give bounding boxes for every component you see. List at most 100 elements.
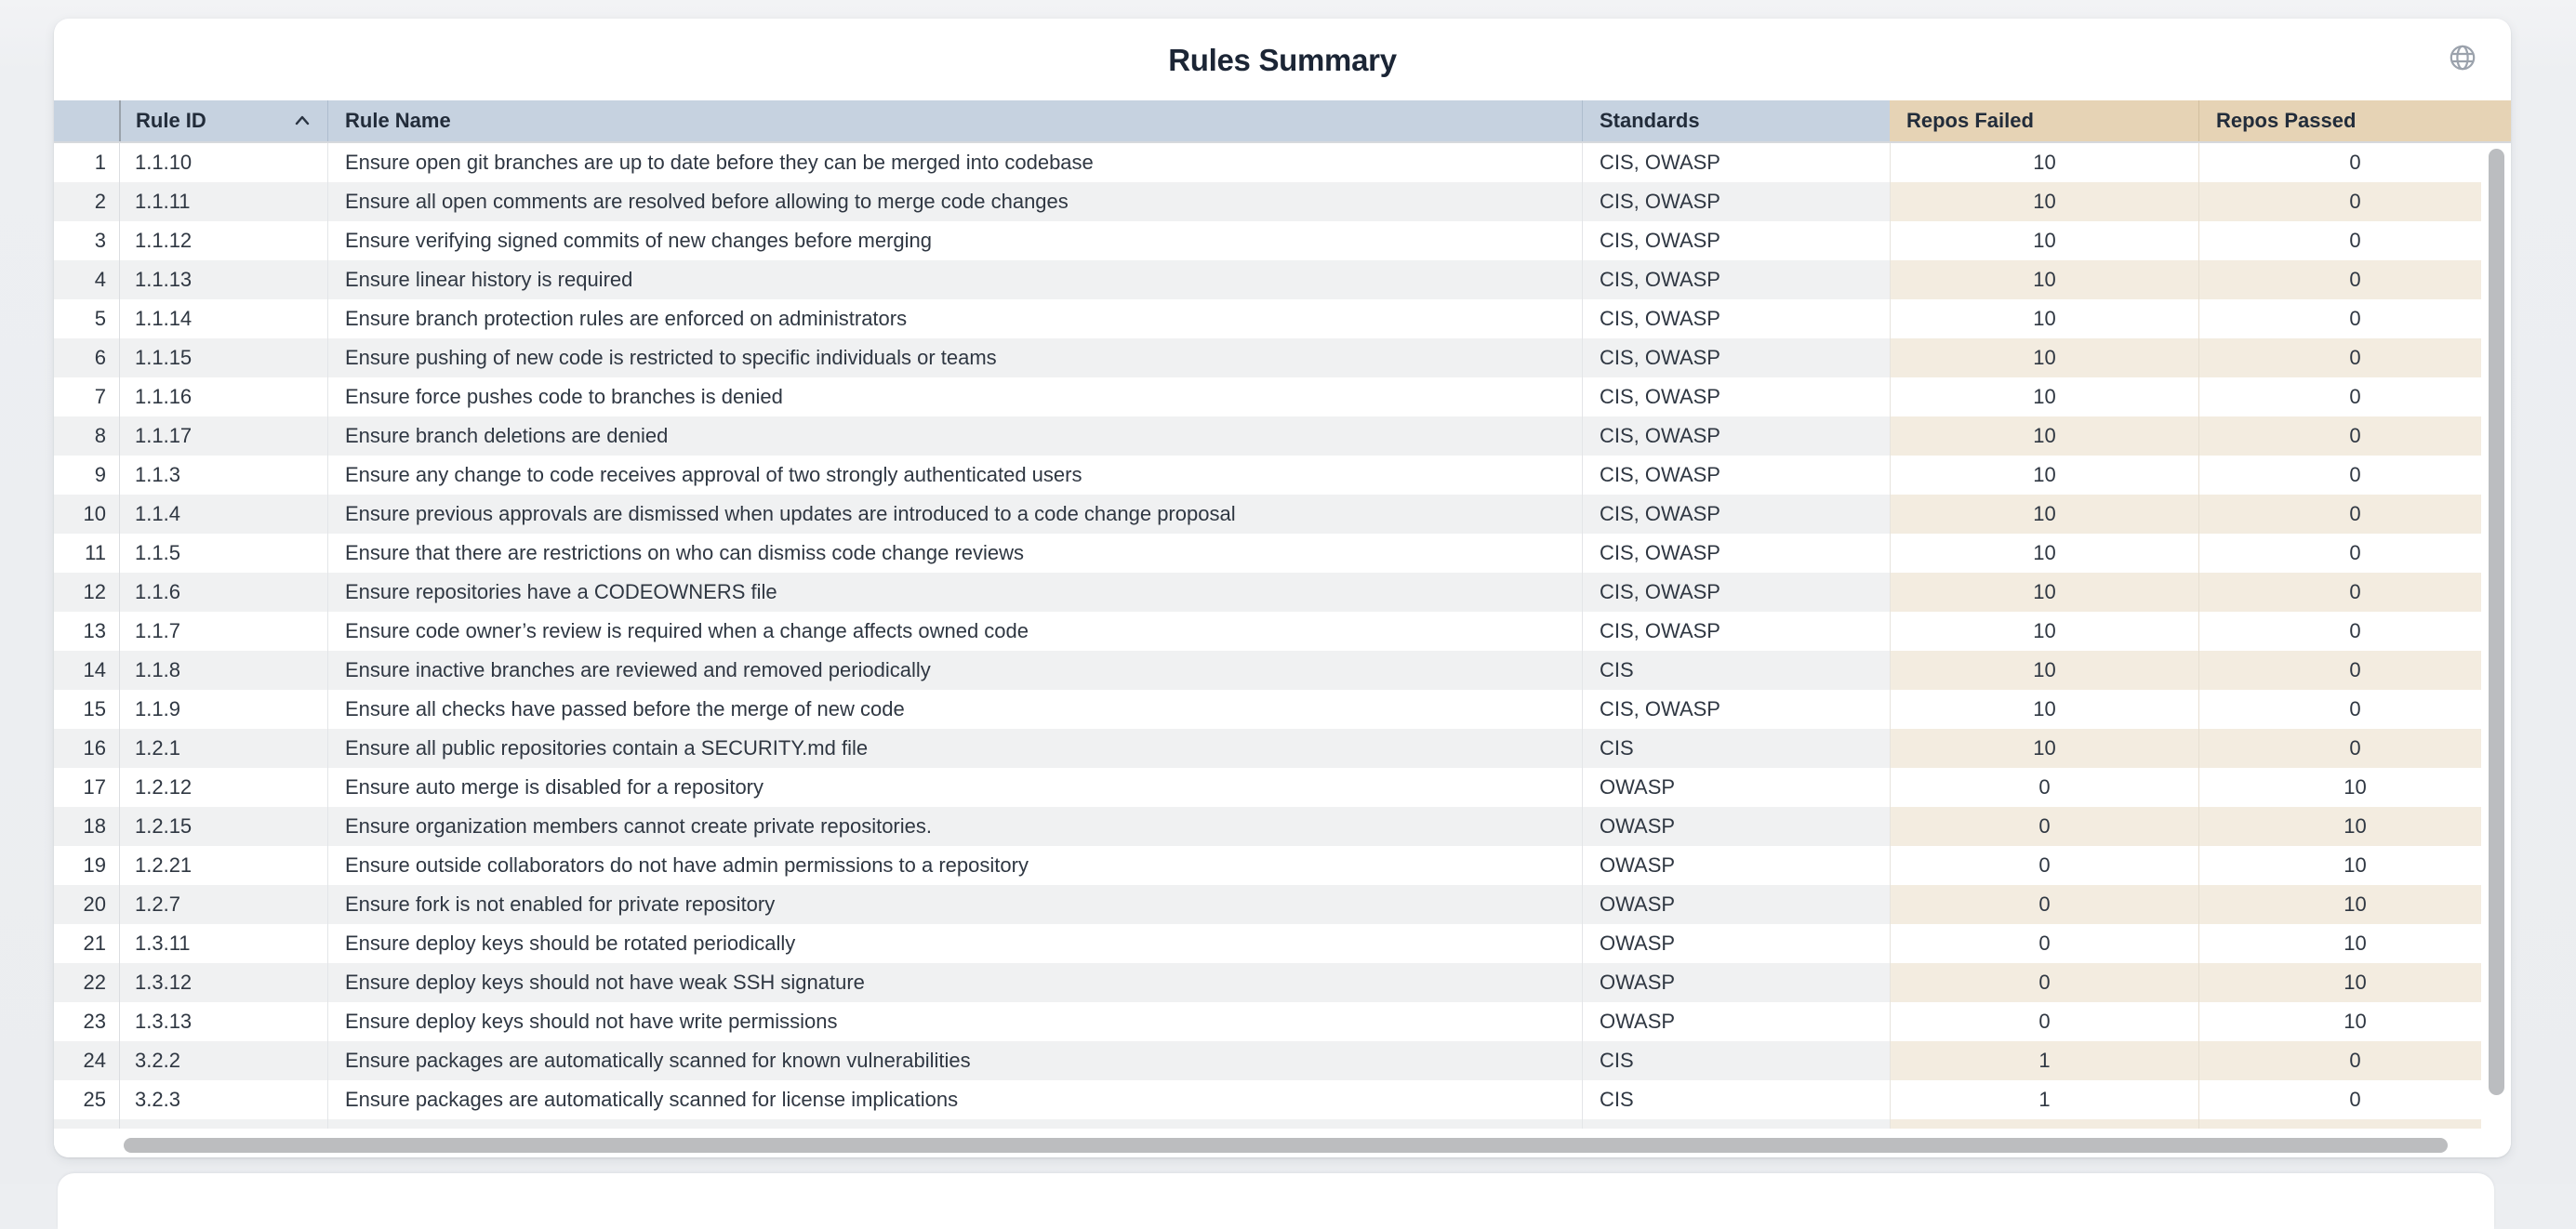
cell-rule-id: 1.1.9 [119,690,327,729]
table-row[interactable]: 12 1.1.6 Ensure repositories have a CODEOW… [54,573,2511,612]
table-row[interactable]: 10 1.1.4 Ensure previous approvals are dis… [54,495,2511,534]
column-header-rule-name[interactable]: Rule Name [327,100,1582,141]
column-header-repos-failed[interactable]: Repos Failed [1890,100,2198,141]
cell-rule-name: Ensure all open comments are resolved be… [327,182,1582,221]
cell-repos-passed: 0 [2198,729,2511,768]
table-row[interactable]: 18 1.2.15 Ensure organization members cann… [54,807,2511,846]
cell-repos-failed: 0 [1890,768,2198,807]
table-row[interactable]: 25 3.2.3 Ensure packages are automatically… [54,1080,2511,1119]
cell-standards: CIS, OWASP [1582,456,1890,495]
table-row[interactable]: 13 1.1.7 Ensure code owner’s review is req… [54,612,2511,651]
cell-repos-failed: 10 [1890,651,2198,690]
table-row[interactable]: 14 1.1.8 Ensure inactive branches are revi… [54,651,2511,690]
table-row[interactable]: 17 1.2.12 Ensure auto merge is disabled fo… [54,768,2511,807]
cell-index: 10 [54,495,119,534]
table-row[interactable]: 21 1.3.11 Ensure deploy keys should be rot… [54,924,2511,963]
page-title: Rules Summary [1168,43,1397,77]
table-row[interactable]: 11 1.1.5 Ensure that there are restriction… [54,534,2511,573]
cell-standards: OWASP [1582,846,1890,885]
cell-empty [54,1119,119,1130]
cell-rule-name: Ensure linear history is required [327,260,1582,299]
cell-standards: CIS, OWASP [1582,221,1890,260]
cell-rule-name: Ensure branch deletions are denied [327,416,1582,456]
cell-repos-failed: 0 [1890,807,2198,846]
cell-repos-failed: 0 [1890,963,2198,1002]
cell-empty [119,1119,327,1130]
cell-rule-name: Ensure all public repositories contain a… [327,729,1582,768]
cell-empty [1890,1119,2198,1130]
table-row[interactable]: 15 1.1.9 Ensure all checks have passed bef… [54,690,2511,729]
cell-repos-failed: 0 [1890,885,2198,924]
cell-rule-id: 3.2.2 [119,1041,327,1080]
table-row[interactable]: 2 1.1.11 Ensure all open comments are reso… [54,182,2511,221]
table-row[interactable]: 19 1.2.21 Ensure outside collaborators do … [54,846,2511,885]
table-row-partial [54,1119,2511,1130]
cell-repos-failed: 10 [1890,690,2198,729]
cell-standards: CIS, OWASP [1582,612,1890,651]
cell-repos-passed: 10 [2198,924,2511,963]
table-row[interactable]: 1 1.1.10 Ensure open git branches are up t… [54,143,2511,182]
table-row[interactable]: 22 1.3.12 Ensure deploy keys should not ha… [54,963,2511,1002]
horizontal-scrollbar-thumb[interactable] [124,1138,2448,1153]
cell-standards: OWASP [1582,924,1890,963]
cell-standards: CIS, OWASP [1582,690,1890,729]
column-header-rule-id[interactable]: Rule ID [119,100,327,141]
cell-index: 22 [54,963,119,1002]
table-row[interactable]: 7 1.1.16 Ensure force pushes code to branc… [54,377,2511,416]
cell-rule-name: Ensure deploy keys should not have weak … [327,963,1582,1002]
column-header-repos-passed[interactable]: Repos Passed [2198,100,2511,141]
cell-standards: CIS [1582,1041,1890,1080]
cell-repos-passed: 10 [2198,963,2511,1002]
cell-standards: OWASP [1582,807,1890,846]
cell-repos-passed: 0 [2198,456,2511,495]
column-header-rule-id-label: Rule ID [136,109,206,132]
cell-rule-name: Ensure inactive branches are reviewed an… [327,651,1582,690]
cell-repos-passed: 10 [2198,768,2511,807]
table-row[interactable]: 20 1.2.7 Ensure fork is not enabled for pr… [54,885,2511,924]
cell-index: 19 [54,846,119,885]
cell-rule-id: 1.2.15 [119,807,327,846]
table-row[interactable]: 3 1.1.12 Ensure verifying signed commits o… [54,221,2511,260]
table-row[interactable]: 9 1.1.3 Ensure any change to code receives… [54,456,2511,495]
table-row[interactable]: 23 1.3.13 Ensure deploy keys should not ha… [54,1002,2511,1041]
cell-rule-id: 1.1.16 [119,377,327,416]
cell-rule-name: Ensure outside collaborators do not have… [327,846,1582,885]
cell-rule-id: 1.3.12 [119,963,327,1002]
cell-empty [2198,1119,2511,1130]
globe-icon[interactable] [2449,44,2476,72]
vertical-scrollbar[interactable] [2481,143,2511,1129]
cell-standards: CIS, OWASP [1582,495,1890,534]
rules-summary-card: Rules Summary Rule ID Rule Name Stand [54,19,2511,1157]
table-row[interactable]: 24 3.2.2 Ensure packages are automatically… [54,1041,2511,1080]
cell-rule-name: Ensure verifying signed commits of new c… [327,221,1582,260]
cell-repos-failed: 10 [1890,182,2198,221]
table-row[interactable]: 8 1.1.17 Ensure branch deletions are denie… [54,416,2511,456]
cell-index: 8 [54,416,119,456]
cell-standards: CIS, OWASP [1582,416,1890,456]
table-row[interactable]: 4 1.1.13 Ensure linear history is required… [54,260,2511,299]
cell-repos-failed: 0 [1890,1002,2198,1041]
cell-index: 1 [54,143,119,182]
cell-repos-passed: 0 [2198,612,2511,651]
cell-index: 15 [54,690,119,729]
cell-standards: CIS [1582,651,1890,690]
cell-index: 11 [54,534,119,573]
table-row[interactable]: 6 1.1.15 Ensure pushing of new code is res… [54,338,2511,377]
column-header-standards[interactable]: Standards [1582,100,1890,141]
cell-index: 9 [54,456,119,495]
cell-index: 14 [54,651,119,690]
cell-repos-failed: 10 [1890,456,2198,495]
table-row[interactable]: 16 1.2.1 Ensure all public repositories co… [54,729,2511,768]
cell-rule-name: Ensure force pushes code to branches is … [327,377,1582,416]
cell-standards: CIS, OWASP [1582,573,1890,612]
table-row[interactable]: 5 1.1.14 Ensure branch protection rules ar… [54,299,2511,338]
table-body: 1 1.1.10 Ensure open git branches are up t… [54,143,2511,1130]
horizontal-scrollbar[interactable] [54,1129,2511,1157]
cell-rule-name: Ensure any change to code receives appro… [327,456,1582,495]
cell-standards: OWASP [1582,768,1890,807]
vertical-scrollbar-thumb[interactable] [2489,149,2504,1095]
cell-rule-name: Ensure all checks have passed before the… [327,690,1582,729]
cell-rule-name: Ensure previous approvals are dismissed … [327,495,1582,534]
next-card-partial [58,1173,2494,1229]
column-header-index[interactable] [54,100,119,141]
